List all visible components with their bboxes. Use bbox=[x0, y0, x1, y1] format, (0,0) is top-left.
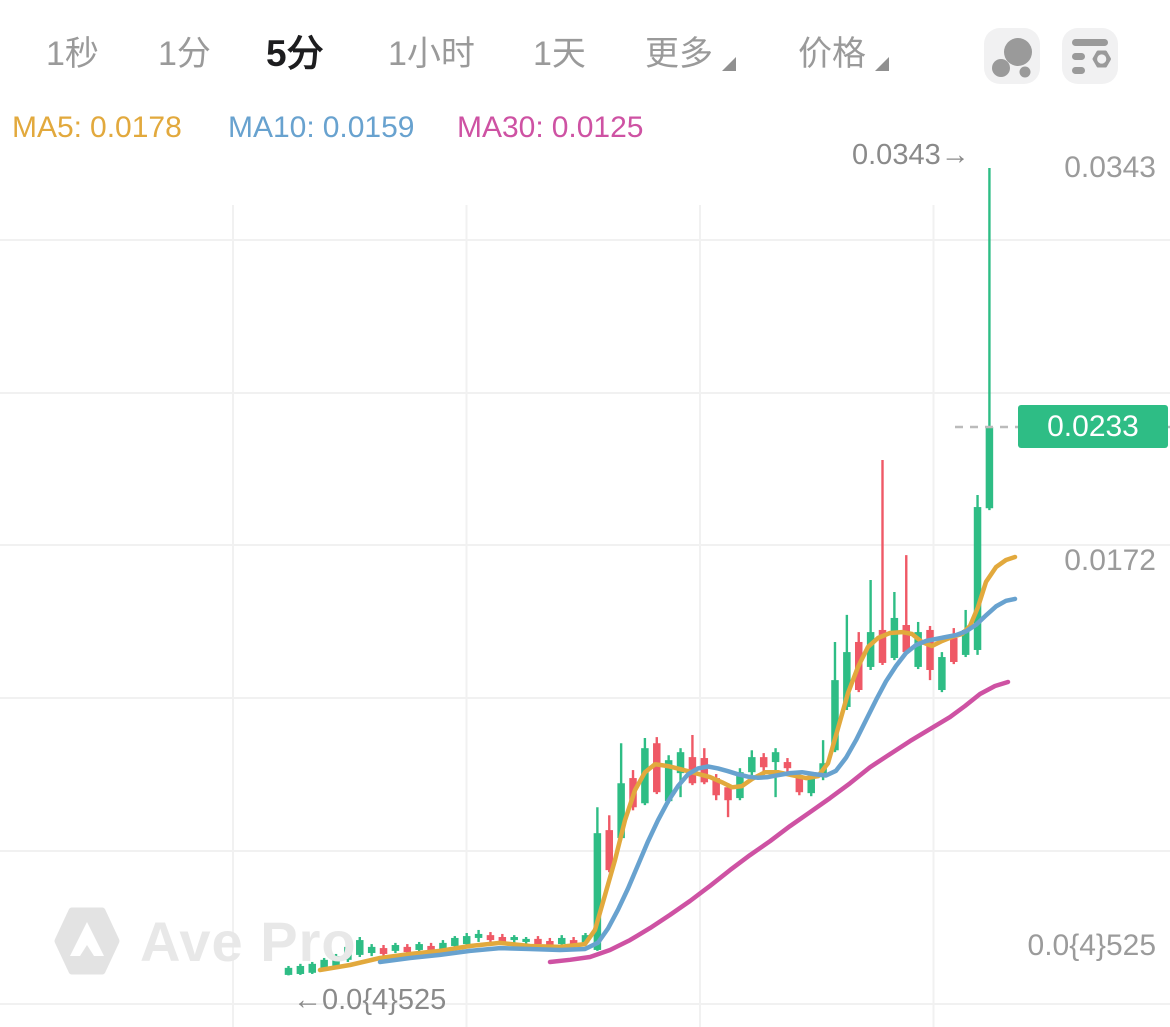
candle-up bbox=[664, 760, 673, 802]
candle-up bbox=[474, 933, 483, 938]
ma5-legend: MA5: 0.0178 bbox=[12, 111, 182, 144]
avepro-logo-icon bbox=[54, 907, 120, 975]
candle-up bbox=[973, 507, 982, 650]
candle-down bbox=[950, 637, 958, 662]
candle-up bbox=[320, 959, 328, 970]
price-dropdown[interactable]: 价格 bbox=[798, 34, 889, 74]
more-dropdown[interactable]: 更多 bbox=[645, 34, 736, 74]
candle-up bbox=[415, 944, 423, 950]
candle-down bbox=[653, 743, 661, 793]
candle-up bbox=[985, 427, 994, 509]
candle-down bbox=[486, 935, 495, 941]
candle-up bbox=[344, 946, 352, 960]
price-label: 价格 bbox=[798, 35, 866, 73]
ma30-legend: MA30: 0.0125 bbox=[457, 111, 644, 144]
candle-up bbox=[356, 940, 364, 955]
candle-down bbox=[795, 775, 804, 793]
candle-down bbox=[759, 757, 768, 768]
candle-up bbox=[284, 967, 293, 975]
indicator-settings-button[interactable] bbox=[1062, 28, 1118, 84]
candle-down bbox=[403, 946, 412, 953]
ma10-legend: MA10: 0.0159 bbox=[228, 111, 415, 144]
candle-up bbox=[332, 956, 340, 966]
candle-up bbox=[391, 945, 400, 951]
more-label: 更多 bbox=[645, 35, 713, 73]
candle-up bbox=[914, 632, 922, 667]
axis-label-low: 0.0{4}525 bbox=[1027, 929, 1156, 962]
candle-up bbox=[748, 757, 756, 773]
candle-down bbox=[724, 787, 732, 801]
candle-up bbox=[807, 777, 815, 794]
axis-label-mid: 0.0172 bbox=[1064, 544, 1156, 577]
candle-down bbox=[902, 625, 911, 653]
candle-down bbox=[783, 762, 792, 769]
candle-down bbox=[534, 938, 542, 945]
candle-up bbox=[510, 937, 518, 941]
dropdown-triangle-icon bbox=[875, 57, 889, 71]
timeframe-5m-selected[interactable]: 5分 bbox=[266, 33, 324, 74]
candle-up bbox=[676, 752, 685, 774]
axis-label-high: 0.0343 bbox=[1064, 151, 1156, 184]
candle-up bbox=[593, 833, 602, 950]
candle-up bbox=[557, 937, 566, 945]
candle-up bbox=[961, 629, 970, 655]
ma30-line bbox=[547, 679, 1011, 965]
candle-up bbox=[308, 963, 317, 973]
candle-down bbox=[379, 948, 388, 954]
candle-down bbox=[498, 937, 507, 942]
candle-up bbox=[296, 965, 305, 974]
current-price-badge: 0.0233 bbox=[1018, 405, 1168, 448]
timeframe-1s[interactable]: 1秒 bbox=[46, 35, 99, 73]
ma10-line bbox=[377, 596, 1018, 965]
candle-up bbox=[367, 946, 376, 954]
watermark-text: Ave Pro bbox=[140, 909, 357, 973]
candle-down bbox=[712, 778, 720, 796]
candle-up bbox=[581, 935, 590, 943]
candle-up bbox=[831, 680, 839, 751]
timeframe-1d[interactable]: 1天 bbox=[533, 35, 586, 73]
candle-up bbox=[771, 752, 780, 763]
candle-up bbox=[843, 652, 851, 707]
candle-up bbox=[439, 942, 447, 950]
candle-up bbox=[938, 657, 946, 691]
candle-up bbox=[522, 938, 530, 942]
candle-up bbox=[451, 937, 459, 946]
timeframe-1h[interactable]: 1小时 bbox=[388, 35, 475, 73]
timeframe-1m[interactable]: 1分 bbox=[158, 35, 211, 73]
bubbles-icon bbox=[992, 38, 1032, 78]
indicator-settings-icon bbox=[1072, 39, 1111, 74]
session-low-annotation: ←0.0{4}525 bbox=[293, 984, 447, 1016]
candle-up bbox=[866, 632, 875, 667]
candle-down bbox=[569, 940, 578, 946]
chart-toolbar: 1秒 1分 5分 1小时 1天 更多 价格 bbox=[0, 0, 1170, 100]
candle-down bbox=[878, 629, 887, 663]
session-high-annotation: 0.0343→ bbox=[852, 139, 970, 171]
candle-up bbox=[462, 936, 471, 945]
candle-up bbox=[617, 783, 625, 839]
candle-down bbox=[926, 629, 934, 670]
bubbles-button[interactable] bbox=[984, 28, 1040, 84]
candle-down bbox=[700, 758, 709, 783]
candle-down bbox=[605, 830, 614, 871]
candle-down bbox=[427, 945, 435, 951]
watermark: Ave Pro bbox=[54, 905, 357, 977]
candle-down bbox=[546, 941, 554, 946]
candle-up bbox=[890, 617, 899, 658]
dropdown-triangle-icon bbox=[722, 57, 736, 71]
